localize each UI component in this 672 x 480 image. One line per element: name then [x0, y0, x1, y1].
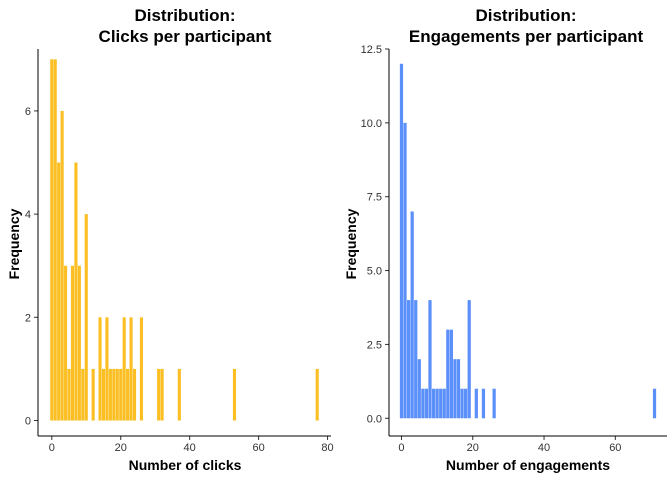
engagements-x-tick-label: 40	[538, 442, 550, 454]
clicks-bar	[160, 368, 164, 421]
clicks-y-tick-label: 2	[25, 312, 31, 324]
clicks-y-axis-label: Frequency	[6, 208, 22, 279]
clicks-bar	[53, 59, 57, 421]
engagements-x-tick-label: 60	[609, 442, 621, 454]
clicks-bar	[139, 317, 143, 421]
engagements-bar	[410, 211, 414, 419]
clicks-y-tick-label: 0	[25, 416, 31, 428]
clicks-x-axis-label: Number of clicks	[129, 457, 242, 473]
engagements-bar	[467, 300, 471, 419]
engagements-bar	[464, 388, 468, 419]
clicks-chart-title-line1: Distribution:	[134, 6, 235, 25]
clicks-bar	[129, 317, 133, 421]
engagements-bar	[453, 359, 457, 419]
engagements-bar	[460, 388, 464, 419]
engagements-bar	[481, 388, 486, 419]
clicks-y-tick-label: 6	[25, 106, 31, 118]
clicks-bar	[67, 368, 71, 421]
clicks-bar	[57, 162, 61, 421]
engagements-bar	[439, 388, 443, 419]
clicks-bar	[50, 59, 54, 421]
clicks-bar	[60, 110, 64, 421]
clicks-bar	[77, 265, 81, 421]
engagements-bar	[442, 388, 446, 419]
engagements-bar	[435, 388, 439, 419]
clicks-chart-panel: Distribution: Clicks per participant Num…	[6, 6, 334, 473]
clicks-bar	[177, 368, 181, 421]
engagements-x-axis-label: Number of engagements	[446, 457, 610, 473]
clicks-bar	[91, 368, 95, 421]
clicks-bar	[119, 368, 123, 421]
engagements-y-tick-label: 5.0	[367, 266, 382, 278]
clicks-bar	[64, 265, 68, 421]
engagements-y-tick-label: 0.0	[367, 413, 382, 425]
clicks-bar	[98, 317, 102, 421]
clicks-chart-title-line2: Clicks per participant	[99, 27, 272, 46]
clicks-x-tick-label: 20	[115, 442, 127, 454]
engagements-bar	[446, 329, 450, 419]
engagements-x-tick-label: 20	[467, 442, 479, 454]
clicks-bar	[84, 214, 88, 421]
clicks-axis-ticks: 0 20 40 60 80 0 2 4 6	[25, 106, 334, 454]
clicks-x-tick-label: 60	[252, 442, 264, 454]
engagements-y-tick-label: 7.5	[367, 192, 382, 204]
engagements-bar	[431, 388, 436, 419]
engagements-bars	[399, 63, 657, 419]
engagements-bar	[403, 122, 407, 419]
clicks-bar	[101, 368, 106, 421]
clicks-bar	[132, 368, 137, 421]
clicks-bar	[105, 317, 109, 421]
engagements-y-tick-label: 12.5	[361, 44, 382, 56]
engagements-axis-ticks: 0 20 40 60 0.0 2.5 5.0 7.5 10.0 12.5	[361, 44, 622, 454]
engagements-bar	[414, 300, 418, 419]
engagements-y-axis-label: Frequency	[343, 208, 359, 279]
engagements-y-tick-label: 10.0	[361, 118, 382, 130]
clicks-bar	[108, 368, 112, 421]
clicks-bar	[115, 368, 119, 421]
clicks-y-tick-label: 4	[25, 209, 31, 221]
engagements-chart-title-line2: Engagements per participant	[409, 27, 644, 46]
engagements-chart-title-line1: Distribution:	[475, 6, 576, 25]
engagements-x-tick-label: 0	[398, 442, 404, 454]
clicks-bar	[315, 368, 319, 421]
engagements-bar	[449, 329, 453, 419]
engagements-bar	[428, 300, 432, 419]
clicks-x-tick-label: 40	[184, 442, 196, 454]
engagements-bar	[424, 388, 429, 419]
clicks-bar	[74, 162, 78, 421]
clicks-bar	[232, 368, 237, 421]
clicks-bar	[112, 368, 116, 421]
clicks-x-tick-label: 80	[321, 442, 333, 454]
clicks-x-tick-label: 0	[49, 442, 55, 454]
engagements-bar	[407, 300, 411, 419]
clicks-bar	[126, 368, 130, 421]
engagements-chart-panel: Distribution: Engagements per participan…	[343, 6, 667, 473]
clicks-bar	[122, 317, 126, 421]
engagements-bar	[652, 388, 657, 419]
engagements-bar	[399, 63, 404, 419]
clicks-bar	[157, 368, 161, 421]
engagements-y-tick-label: 2.5	[367, 339, 382, 351]
clicks-bar	[70, 265, 75, 421]
engagements-bar	[417, 359, 421, 419]
engagements-bar	[421, 388, 425, 419]
engagements-bar	[474, 388, 478, 419]
engagements-bar	[492, 388, 496, 419]
engagements-bar	[456, 359, 461, 419]
clicks-bar	[81, 368, 85, 421]
clicks-bars	[50, 59, 319, 421]
